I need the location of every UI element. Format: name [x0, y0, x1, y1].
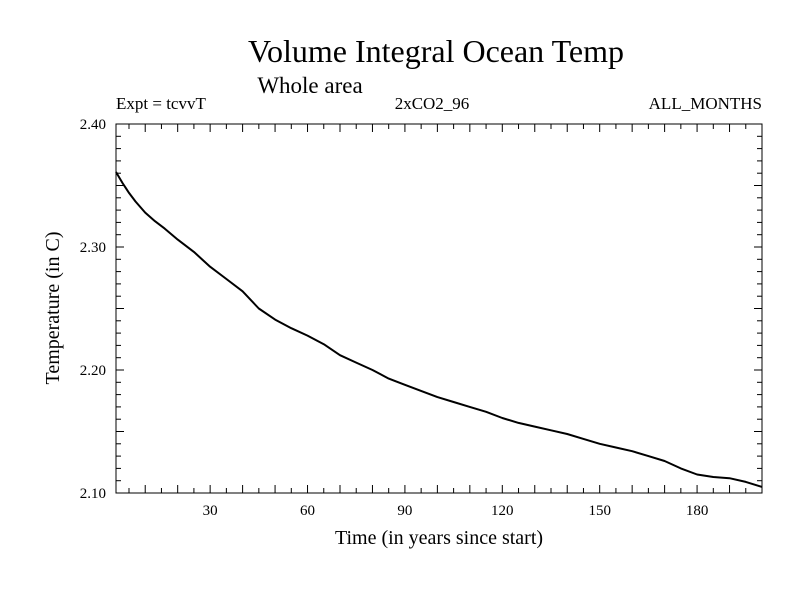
y-tick-label: 2.10 [80, 486, 106, 502]
scenario-label: 2xCO2_96 [395, 94, 470, 113]
x-axis-label: Time (in years since start) [335, 527, 543, 549]
y-tick-label: 2.40 [80, 117, 106, 133]
x-tick-label: 180 [686, 503, 709, 519]
chart-subtitle: Whole area [257, 73, 362, 98]
x-tick-label: 60 [300, 503, 315, 519]
y-axis-label: Temperature (in C) [42, 232, 64, 385]
chart-title: Volume Integral Ocean Temp [248, 33, 624, 69]
experiment-label: Expt = tcvvT [116, 94, 206, 113]
y-tick-label: 2.30 [80, 240, 106, 256]
plot-frame [115, 123, 763, 494]
x-tick-label: 30 [203, 503, 218, 519]
months-label: ALL_MONTHS [649, 94, 762, 113]
x-tick-label: 90 [397, 503, 412, 519]
x-tick-label: 150 [588, 503, 611, 519]
y-tick-label: 2.20 [80, 363, 106, 379]
series-line [115, 171, 763, 488]
tick-labels: 30 60 90 120 150 180 2.10 2.20 2.30 2.40 [80, 117, 709, 519]
axis-ticks [116, 124, 762, 493]
x-tick-label: 120 [491, 503, 514, 519]
series-layer [115, 171, 763, 488]
